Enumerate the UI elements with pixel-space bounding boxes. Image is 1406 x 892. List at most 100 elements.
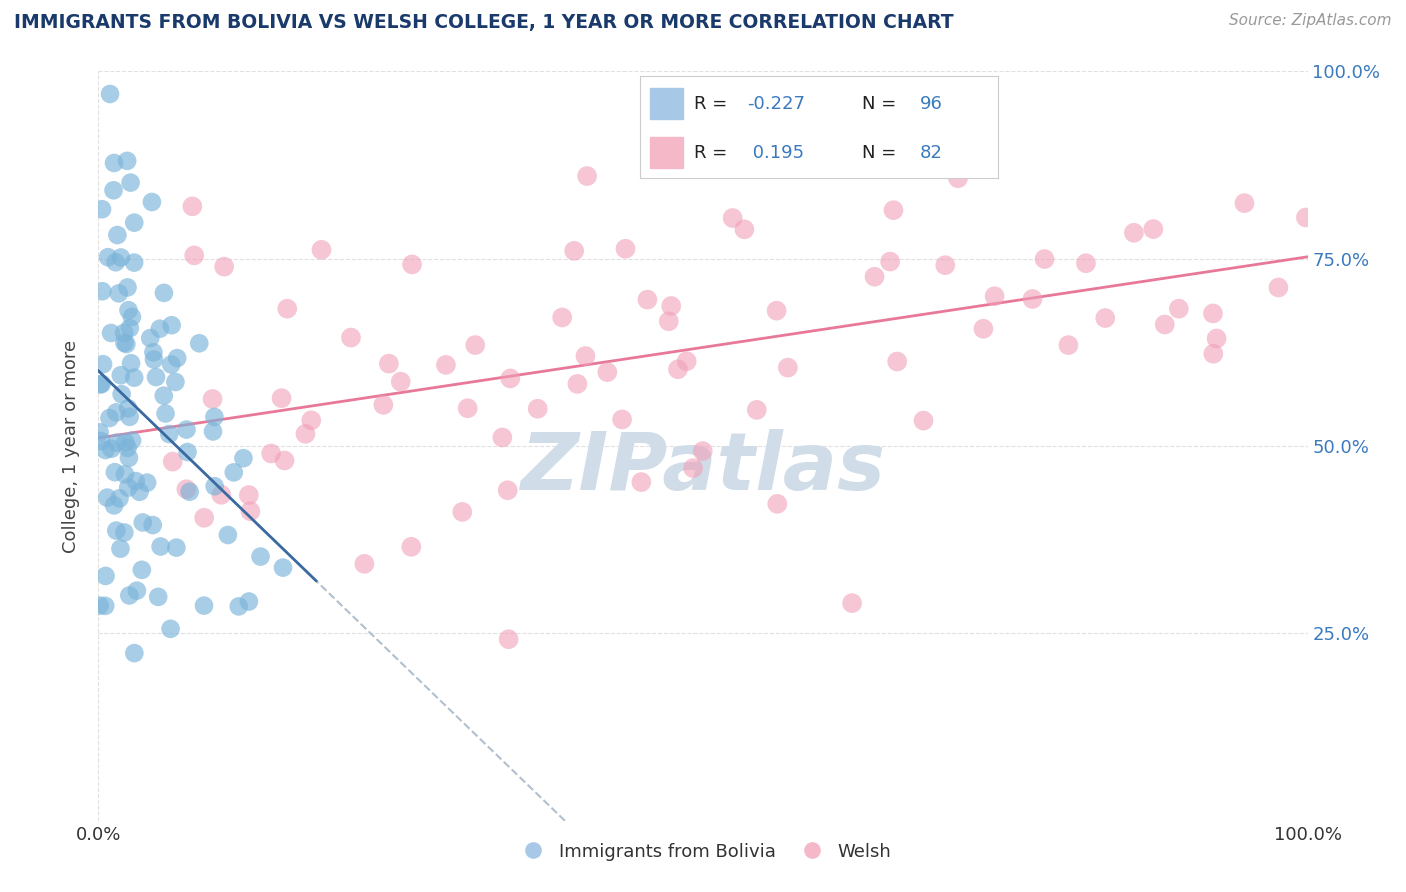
Point (972, 322, 994, 336)
Point (115, 153, 138, 168)
Point (401, 540, 423, 554)
Point (112, 326, 135, 340)
Text: 0.195: 0.195 (748, 144, 804, 161)
Point (97, 250, 120, 264)
Point (112, 335, 135, 350)
Point (434, 358, 457, 372)
Point (160, 358, 183, 372)
Text: R =: R = (693, 144, 733, 161)
Point (765, 303, 787, 318)
Point (574, 349, 596, 363)
Point (378, 357, 401, 371)
Text: N =: N = (862, 144, 903, 161)
Point (89, 599, 111, 613)
Point (1202, 347, 1225, 361)
Point (152, 389, 174, 403)
Point (983, 289, 1005, 303)
Point (228, 599, 250, 614)
Point (614, 242, 637, 256)
Point (1205, 332, 1227, 346)
Point (104, 255, 127, 269)
FancyBboxPatch shape (651, 137, 683, 168)
Point (1094, 311, 1116, 326)
Point (1021, 292, 1043, 306)
Text: IMMIGRANTS FROM BOLIVIA VS WELSH COLLEGE, 1 YEAR OR MORE CORRELATION CHART: IMMIGRANTS FROM BOLIVIA VS WELSH COLLEGE… (14, 13, 953, 32)
Point (946, 171, 969, 186)
Point (166, 351, 188, 365)
Point (91, 285, 114, 299)
Point (299, 413, 322, 427)
Point (201, 425, 224, 439)
Point (294, 426, 316, 441)
Point (212, 260, 235, 274)
Point (1167, 301, 1189, 316)
Point (122, 216, 145, 230)
Point (745, 402, 768, 417)
Point (136, 475, 159, 490)
Point (143, 352, 166, 367)
Point (155, 407, 177, 421)
Point (153, 285, 176, 300)
Text: R =: R = (693, 95, 733, 112)
Point (117, 441, 139, 455)
Point (776, 360, 799, 375)
Point (912, 414, 935, 428)
Point (103, 156, 125, 170)
Text: 82: 82 (920, 144, 942, 161)
Point (193, 599, 215, 613)
Point (1267, 280, 1289, 294)
Point (91, 202, 114, 217)
Point (90, 434, 112, 449)
Point (1295, 211, 1317, 225)
Point (105, 524, 128, 538)
Point (89, 425, 111, 440)
Point (121, 434, 143, 448)
Point (636, 293, 658, 307)
Point (401, 257, 423, 271)
Point (105, 435, 128, 450)
Point (498, 632, 520, 647)
Point (879, 254, 901, 268)
Point (1122, 226, 1144, 240)
Point (120, 356, 142, 370)
Point (179, 484, 201, 499)
Point (149, 540, 172, 554)
Point (142, 518, 165, 533)
Legend: Immigrants from Bolivia, Welsh: Immigrants from Bolivia, Welsh (508, 836, 898, 868)
Point (125, 474, 148, 488)
Point (122, 255, 145, 269)
Point (271, 560, 294, 574)
Point (90, 376, 112, 391)
Point (118, 409, 141, 424)
Point (756, 95, 779, 109)
Point (841, 596, 863, 610)
Point (340, 330, 363, 344)
Point (122, 370, 145, 384)
Point (238, 488, 260, 502)
Point (659, 299, 682, 313)
Point (96, 491, 118, 505)
Point (270, 391, 292, 405)
Point (100, 442, 122, 456)
Point (162, 454, 184, 468)
Point (217, 528, 239, 542)
Point (128, 484, 150, 499)
Point (373, 398, 395, 412)
Point (120, 176, 142, 190)
Point (159, 622, 181, 636)
Point (117, 481, 139, 495)
Point (100, 326, 122, 340)
FancyBboxPatch shape (651, 88, 683, 119)
Point (675, 354, 697, 368)
Text: Source: ZipAtlas.com: Source: ZipAtlas.com (1229, 13, 1392, 29)
Point (110, 387, 132, 401)
Point (464, 338, 486, 352)
Point (118, 321, 141, 335)
Point (110, 368, 132, 383)
Point (567, 376, 589, 391)
Text: ZIPatlas: ZIPatlas (520, 429, 886, 508)
Point (132, 516, 155, 530)
Point (91, 357, 114, 371)
Point (110, 251, 132, 265)
Point (239, 504, 262, 518)
